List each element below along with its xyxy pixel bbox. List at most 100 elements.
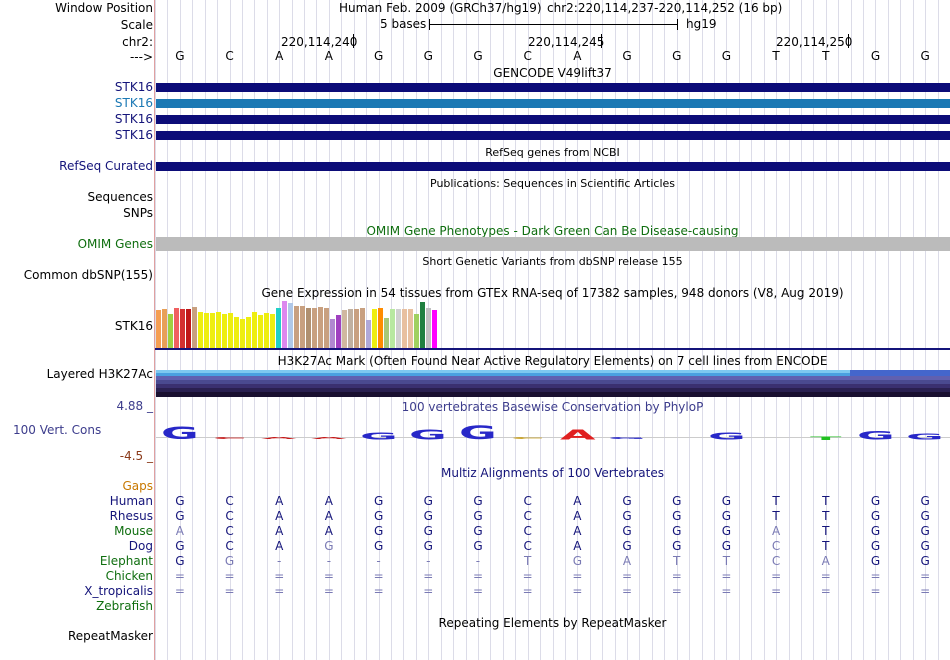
gtex-tissue-bar[interactable]: [156, 310, 161, 348]
gtex-tissue-bar[interactable]: [408, 309, 413, 348]
gtex-tissue-bar[interactable]: [402, 309, 407, 348]
gtex-tissue-bar[interactable]: [198, 312, 203, 348]
gtex-tissue-bar[interactable]: [210, 313, 215, 348]
position-text[interactable]: chr2:220,114,237-220,114,252 (16 bp): [547, 1, 783, 15]
phylop-base-letter: G: [459, 423, 497, 440]
gtex-tissue-bar[interactable]: [234, 317, 239, 348]
phylop-base-letter: G: [906, 433, 945, 440]
gtex-tissue-bar[interactable]: [222, 314, 227, 348]
gtex-tissue-bar[interactable]: [240, 319, 245, 348]
gtex-tissue-bar[interactable]: [288, 303, 293, 348]
alignment-base: =: [274, 569, 285, 583]
alignment-base: =: [920, 569, 931, 583]
alignment-base: G: [473, 539, 483, 553]
gtex-tissue-bar[interactable]: [192, 307, 197, 348]
gtex-tissue-bar[interactable]: [372, 309, 377, 348]
gtex-tissue-bar[interactable]: [432, 310, 437, 348]
gtex-tissue-bar[interactable]: [174, 308, 179, 348]
species-label[interactable]: Rhesus: [109, 509, 153, 523]
gencode-transcript-bar-4[interactable]: [156, 131, 950, 140]
species-label[interactable]: Elephant: [99, 554, 153, 568]
gtex-tissue-bar[interactable]: [252, 312, 257, 348]
gtex-tissue-bar[interactable]: [180, 309, 185, 348]
gencode-gene-label-4[interactable]: STK16: [114, 128, 153, 142]
gtex-tissue-bar[interactable]: [360, 308, 365, 348]
gencode-transcript-bar-1[interactable]: [156, 83, 950, 92]
gtex-tissue-bar[interactable]: [228, 313, 233, 348]
species-label[interactable]: Dog: [128, 539, 153, 553]
gtex-tissue-bar[interactable]: [348, 309, 353, 348]
gtex-tissue-bar[interactable]: [342, 310, 347, 348]
gtex-tissue-bar[interactable]: [324, 308, 329, 348]
gtex-tissue-bar[interactable]: [258, 315, 263, 348]
reference-base: G: [622, 49, 632, 63]
alignment-base: =: [274, 584, 285, 598]
alignment-base: =: [721, 584, 732, 598]
gtex-tissue-bar[interactable]: [384, 318, 389, 348]
gtex-tissue-bar[interactable]: [294, 306, 299, 348]
gtex-tissue-bar[interactable]: [354, 309, 359, 348]
h3k27ac-track-label[interactable]: Layered H3K27Ac: [46, 367, 153, 381]
gtex-tissue-bar[interactable]: [276, 308, 281, 348]
alignment-base: =: [622, 584, 633, 598]
gtex-tissue-bar[interactable]: [264, 313, 269, 348]
gtex-tissue-bar[interactable]: [216, 312, 221, 348]
alignment-base: T: [822, 509, 830, 523]
gtex-tissue-bar[interactable]: [306, 308, 311, 348]
species-label[interactable]: Chicken: [105, 569, 153, 583]
phylop-track-label[interactable]: 100 Vert. Cons: [13, 423, 102, 437]
species-label[interactable]: Mouse: [114, 524, 153, 538]
species-label[interactable]: Human: [109, 494, 153, 508]
gtex-tissue-bar[interactable]: [366, 320, 371, 348]
gtex-tissue-bar[interactable]: [420, 302, 425, 348]
snps-track-label[interactable]: SNPs: [123, 206, 153, 220]
dbsnp-track-label[interactable]: Common dbSNP(155): [23, 268, 153, 282]
gtex-tissue-bar[interactable]: [204, 313, 209, 348]
species-label[interactable]: Zebrafish: [96, 599, 153, 613]
reference-base: A: [275, 49, 284, 63]
gtex-tissue-bar[interactable]: [396, 309, 401, 348]
alignment-base: A: [573, 524, 582, 538]
alignment-base: G: [622, 494, 632, 508]
refseq-track-label[interactable]: RefSeq Curated: [59, 159, 153, 173]
alignment-base: C: [771, 539, 781, 553]
repeatmasker-track-label[interactable]: RepeatMasker: [67, 629, 153, 643]
gencode-transcript-bar-3[interactable]: [156, 115, 950, 124]
gtex-tissue-bar[interactable]: [378, 308, 383, 348]
gtex-track-label[interactable]: STK16: [114, 319, 153, 333]
gtex-tissue-bar[interactable]: [282, 301, 287, 348]
scale-bar: [429, 24, 678, 25]
alignment-base: =: [870, 584, 881, 598]
refseq-transcript-bar[interactable]: [156, 162, 950, 171]
gencode-gene-label-2[interactable]: STK16: [114, 96, 153, 110]
gtex-tissue-bar[interactable]: [162, 309, 167, 348]
phylop-base-letter: G: [856, 430, 895, 440]
alignment-base: A: [573, 509, 582, 523]
alignment-base: A: [275, 539, 284, 553]
gtex-tissue-bar[interactable]: [312, 308, 317, 348]
gtex-tissue-bar[interactable]: [318, 307, 323, 348]
gtex-tissue-bar[interactable]: [336, 315, 341, 348]
gencode-transcript-bar-2[interactable]: [156, 99, 950, 108]
gtex-tissue-bar[interactable]: [426, 308, 431, 348]
gencode-gene-label-3[interactable]: STK16: [114, 112, 153, 126]
gtex-tissue-bar[interactable]: [330, 319, 335, 348]
gtex-tissue-bar[interactable]: [390, 309, 395, 348]
alignment-base: T: [772, 509, 780, 523]
alignment-base: A: [175, 524, 184, 538]
species-label[interactable]: X_tropicalis: [84, 584, 153, 598]
phylop-base-letter: G: [608, 437, 646, 439]
gtex-tissue-bar[interactable]: [300, 306, 305, 348]
publications-track-label[interactable]: Sequences: [87, 190, 153, 204]
gtex-tissue-bar[interactable]: [414, 314, 419, 348]
alignment-base: G: [175, 539, 185, 553]
phylop-base-letter: C: [212, 437, 247, 439]
gtex-tissue-bar[interactable]: [270, 314, 275, 348]
omim-gene-bar[interactable]: [156, 237, 950, 251]
gtex-tissue-bar[interactable]: [246, 317, 251, 348]
omim-track-label[interactable]: OMIM Genes: [77, 237, 153, 251]
h3k27ac-layered-signal[interactable]: [156, 370, 950, 397]
gtex-tissue-bar[interactable]: [168, 314, 173, 348]
gencode-gene-label-1[interactable]: STK16: [114, 80, 153, 94]
gtex-tissue-bar[interactable]: [186, 309, 191, 348]
